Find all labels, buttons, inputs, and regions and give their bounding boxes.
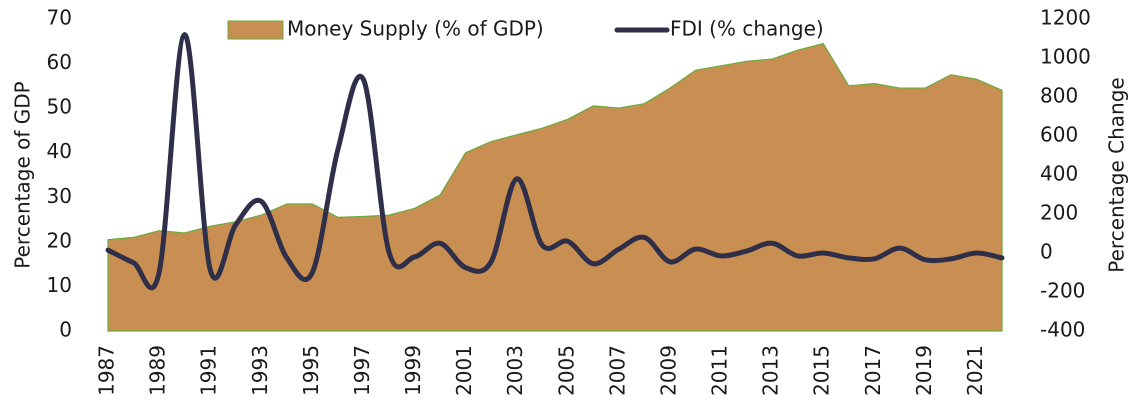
x-tick-label: 2015 <box>810 345 834 396</box>
x-tick-label: 2017 <box>861 345 885 396</box>
y-tick-label: 70 <box>47 6 72 30</box>
y2-tick-label: 1000 <box>1040 45 1091 69</box>
y-tick-label: 20 <box>47 228 72 252</box>
x-tick-label: 2009 <box>656 345 680 396</box>
x-tick-label: 1995 <box>299 345 323 396</box>
y2-tick-label: 800 <box>1040 84 1078 108</box>
legend-swatch <box>227 20 284 40</box>
line <box>105 32 1005 291</box>
x-tick-label: 2001 <box>452 345 476 396</box>
y-tick-label: 0 <box>59 318 72 342</box>
y-axis-label: Percentage of GDP <box>11 81 35 268</box>
legend-label: FDI (% change) <box>670 17 824 41</box>
y2-tick-label: 1200 <box>1040 6 1091 30</box>
y-tick-label: 50 <box>47 95 72 119</box>
x-tick-label: 1999 <box>401 345 425 396</box>
y2-tick-label: -200 <box>1040 279 1085 303</box>
x-tick-label: 1989 <box>146 345 170 396</box>
y2-tick-label: 0 <box>1040 240 1053 264</box>
y2-tick-label: 200 <box>1040 201 1078 225</box>
y2-tick-label: 400 <box>1040 162 1078 186</box>
x-tick-label: 2007 <box>605 345 629 396</box>
x-tick-label: 1991 <box>197 345 221 396</box>
x-tick-label: 2011 <box>708 345 732 396</box>
x-tick-label: 1987 <box>95 345 119 396</box>
y2-tick-label: -400 <box>1040 318 1085 342</box>
legend-label: Money Supply (% of GDP) <box>287 17 544 41</box>
x-tick-label: 2019 <box>912 345 936 396</box>
y-tick-label: 30 <box>47 184 72 208</box>
x-tick-label: 1993 <box>248 345 272 396</box>
x-tick-label: 2005 <box>554 345 578 396</box>
area <box>107 42 1003 332</box>
x-tick-label: 2013 <box>759 345 783 396</box>
y2-tick-label: 600 <box>1040 123 1078 147</box>
x-tick-label: 2003 <box>503 345 527 396</box>
x-tick-label: 1997 <box>350 345 374 396</box>
y-tick-label: 60 <box>47 50 72 74</box>
x-tick-label: 2021 <box>963 345 987 396</box>
y-tick-label: 40 <box>47 139 72 163</box>
y-tick-label: 10 <box>47 273 72 297</box>
y2-axis-label: Percentage Change <box>1105 77 1129 272</box>
